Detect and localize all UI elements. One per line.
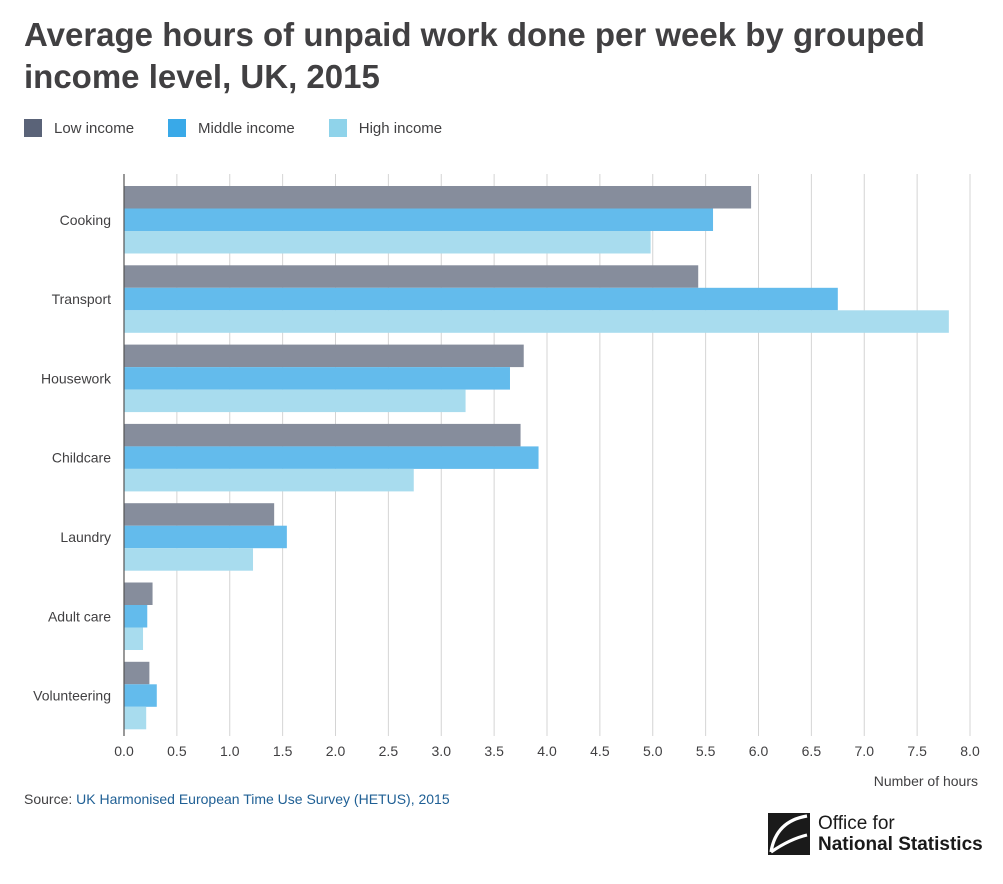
bar-transport-high-income <box>124 310 949 333</box>
bar-chart: Cooking Transport Housework Childcare Laundr… <box>33 174 980 789</box>
legend-swatch-middle-income <box>168 119 187 137</box>
x-tick-label-7-5: 7.5 <box>907 743 927 759</box>
legend-label-middle-income: Middle income <box>198 119 295 137</box>
logo-wordmark: Office for National Statistics <box>818 813 983 855</box>
category-label-childcare: Childcare <box>52 450 111 466</box>
bar-childcare-low-income <box>124 423 521 447</box>
chart-title: Average hours of unpaid work done per we… <box>24 16 925 95</box>
x-tick-label-8-0: 8.0 <box>960 743 980 759</box>
category-label-transport: Transport <box>52 291 112 307</box>
bar-cooking-low-income <box>124 186 752 209</box>
legend-label-low-income: Low income <box>54 119 135 137</box>
x-tick-label-5-5: 5.5 <box>696 743 716 759</box>
x-tick-label-0-0: 0.0 <box>114 743 134 759</box>
x-tick-label-6-0: 6.0 <box>749 743 769 759</box>
x-tick-label-3-5: 3.5 <box>484 743 504 759</box>
bar-housework-middle-income <box>124 367 510 390</box>
bar-laundry-low-income <box>124 503 275 526</box>
source-note: Source: UK Harmonised European Time Use … <box>24 791 450 807</box>
legend-item-high-income[interactable]: High income <box>328 119 443 137</box>
ons-logo-icon <box>768 813 810 855</box>
category-label-housework: Housework <box>41 370 112 386</box>
source-link[interactable]: UK Harmonised European Time Use Survey (… <box>76 791 450 807</box>
category-label-laundry: Laundry <box>60 529 111 545</box>
bar-housework-low-income <box>124 344 524 368</box>
bar-housework-high-income <box>124 389 466 413</box>
category-label-cooking: Cooking <box>60 212 111 228</box>
source-prefix: Source: <box>24 791 73 807</box>
bar-volunteering-low-income <box>124 661 150 685</box>
x-tick-label-2-0: 2.0 <box>326 743 346 759</box>
x-tick-label-3-0: 3.0 <box>432 743 452 759</box>
logo-line-2: National Statistics <box>818 834 983 855</box>
bar-volunteering-middle-income <box>124 684 157 707</box>
x-tick-label-1-0: 1.0 <box>220 743 240 759</box>
logo-line-1: Office for <box>818 813 895 834</box>
bar-transport-low-income <box>124 265 699 288</box>
x-tick-label-2-5: 2.5 <box>379 743 399 759</box>
bar-laundry-middle-income <box>124 525 287 549</box>
x-axis-label: Number of hours <box>874 773 978 789</box>
bar-adult-care-low-income <box>124 582 153 605</box>
ons-logo[interactable]: Office for National Statistics <box>768 813 983 855</box>
x-tick-label-1-5: 1.5 <box>273 743 293 759</box>
legend-label-high-income: High income <box>358 119 443 137</box>
bar-laundry-high-income <box>124 548 254 571</box>
x-tick-label-6-5: 6.5 <box>802 743 822 759</box>
legend-item-middle-income[interactable]: Middle income <box>168 119 295 137</box>
x-tick-label-0-5: 0.5 <box>167 743 187 759</box>
bar-adult-care-high-income <box>124 627 144 650</box>
legend-swatch-high-income <box>328 119 347 137</box>
x-tick-label-4-0: 4.0 <box>537 743 557 759</box>
bar-childcare-high-income <box>124 468 414 492</box>
bar-transport-middle-income <box>124 287 838 311</box>
bar-childcare-middle-income <box>124 446 539 469</box>
bar-cooking-middle-income <box>124 208 714 231</box>
legend-swatch-low-income <box>24 119 42 137</box>
legend: Low income Middle income High income <box>24 119 476 137</box>
category-label-volunteering: Volunteering <box>33 688 111 704</box>
category-label-adult-care: Adult care <box>48 608 111 624</box>
legend-item-low-income[interactable]: Low income <box>24 119 134 137</box>
bar-cooking-high-income <box>124 231 651 254</box>
bar-volunteering-high-income <box>124 706 147 730</box>
x-tick-label-5-0: 5.0 <box>643 743 663 759</box>
x-tick-label-4-5: 4.5 <box>590 743 610 759</box>
x-tick-label-7-0: 7.0 <box>855 743 875 759</box>
bar-adult-care-middle-income <box>124 605 148 628</box>
